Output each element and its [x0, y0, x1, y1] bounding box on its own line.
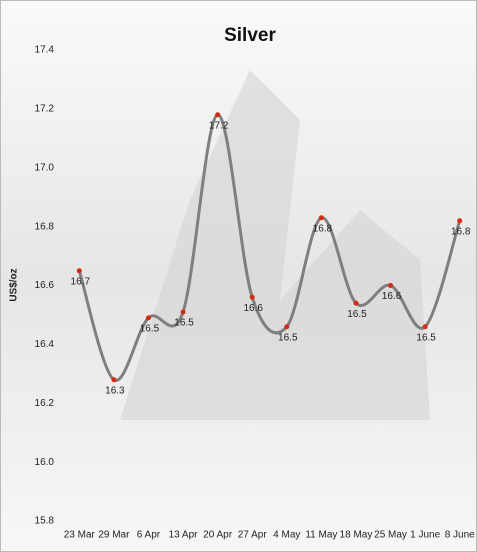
point: [284, 324, 290, 330]
data-label: 16.5: [174, 318, 194, 329]
x-tick-label: 29 Mar: [98, 530, 130, 541]
point: [353, 300, 359, 306]
y-tick-label: 16.6: [35, 280, 55, 291]
x-tick-label: 6 Apr: [137, 530, 161, 541]
point: [111, 377, 117, 383]
point: [249, 294, 255, 300]
y-tick-label: 16.0: [35, 457, 55, 468]
y-tick-label: 17.4: [35, 45, 55, 56]
x-tick-label: 13 Apr: [169, 530, 199, 541]
point: [318, 215, 324, 221]
y-axis-title: US$/oz: [9, 268, 20, 301]
x-tick-label: 27 Apr: [238, 530, 268, 541]
point: [457, 218, 463, 224]
y-tick-label: 17.2: [35, 104, 55, 115]
x-tick-label: 8 June: [445, 530, 475, 541]
data-label: 16.6: [382, 291, 402, 302]
y-tick-label: 16.2: [35, 398, 55, 409]
y-tick-label: 15.8: [35, 516, 55, 527]
y-tick-label: 16.8: [35, 221, 55, 232]
x-tick-label: 20 Apr: [203, 530, 233, 541]
chart-title: Silver: [224, 25, 276, 46]
data-label: 16.6: [243, 303, 263, 314]
data-label: 16.5: [416, 332, 436, 343]
point: [388, 283, 394, 288]
y-tick-label: 16.4: [35, 339, 55, 350]
x-tick-label: 1 June: [410, 530, 440, 541]
point: [180, 309, 186, 315]
x-tick-label: 23 Mar: [64, 530, 96, 541]
data-label: 16.3: [105, 385, 125, 396]
x-tick-label: 25 May: [374, 530, 407, 541]
data-label: 17.2: [209, 120, 229, 131]
y-tick-label: 17.0: [35, 162, 55, 173]
point: [145, 315, 151, 321]
data-label: 16.8: [313, 223, 333, 234]
x-tick-label: 11 May: [305, 530, 337, 541]
point: [422, 324, 428, 330]
background-art: [120, 70, 430, 420]
data-label: 16.5: [347, 309, 367, 320]
data-label: 16.8: [451, 226, 471, 237]
data-label: 16.5: [278, 332, 298, 343]
x-tick-label: 18 May: [340, 530, 373, 541]
data-label: 16.7: [71, 276, 91, 287]
data-label: 16.5: [140, 324, 160, 335]
x-tick-label: 4 May: [273, 530, 300, 541]
point: [215, 112, 221, 118]
point: [76, 268, 82, 274]
